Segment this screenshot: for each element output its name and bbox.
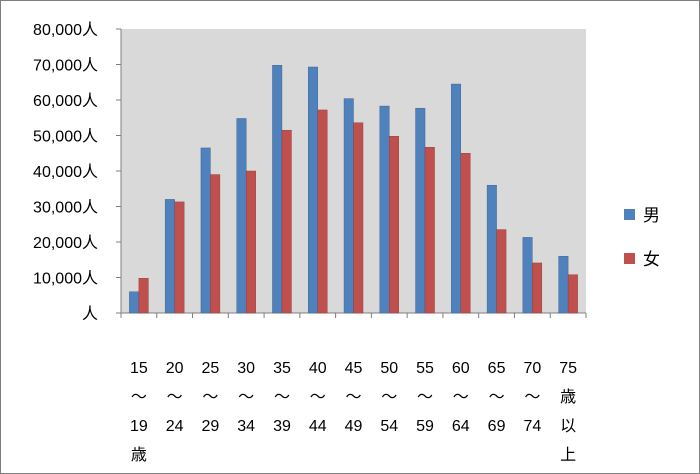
bar-female [210,174,221,314]
x-category-label: ～ [310,389,326,406]
x-category-label: ～ [167,389,183,406]
x-category-label: 35 [273,360,291,377]
x-category-label: ～ [202,389,218,406]
x-category-label: 44 [309,418,327,435]
legend-swatch [624,253,635,264]
y-tick-label: 10,000人 [33,270,98,288]
legend-label: 男 [643,206,660,225]
x-category-label: 24 [166,418,184,435]
bar-male [200,147,211,314]
bar-male [522,237,533,314]
bar-male [379,105,390,314]
bar-male [308,66,318,314]
y-tick-label: 60,000人 [33,92,98,110]
bar-male [451,83,462,314]
legend-label: 女 [643,250,660,269]
bar-female [389,136,399,314]
bar-male [272,65,283,314]
y-tick-label: 40,000人 [33,163,98,181]
x-category-label: 34 [237,418,255,435]
bar-female [532,262,543,314]
x-category-label: 60 [452,360,470,377]
bar-male [236,118,247,314]
x-category-label: 54 [380,418,398,435]
bar-male [129,291,140,314]
x-category-label: 19 [130,418,148,435]
bar-female [174,201,185,314]
bar-female [424,147,435,314]
x-category-label: 55 [416,360,434,377]
bar-female [317,109,328,314]
x-category-label: ～ [453,389,469,406]
y-tick-label: 70,000人 [33,57,98,75]
x-category-label: ～ [489,389,505,406]
x-category-label: ～ [238,389,254,406]
x-category-label: 歳 [560,388,576,406]
bar-male [164,199,175,314]
x-category-label: 30 [237,360,255,377]
bar-female [281,129,292,314]
x-category-label: 以 [560,418,576,435]
bar-female [353,122,364,314]
x-category-label: 50 [380,360,398,377]
y-tick-label: 20,000人 [33,234,98,252]
x-category-label: 29 [202,418,220,435]
legend-swatch [624,209,635,220]
x-category-label: 65 [488,360,506,377]
x-category-label: 39 [273,418,291,435]
x-category-label: 40 [309,360,327,377]
bar-female [567,274,578,314]
x-category-label: 25 [202,360,220,377]
bar-female [138,278,149,314]
bar-male [486,184,497,314]
x-category-label: ～ [131,389,147,406]
x-category-label: 45 [345,360,363,377]
y-tick-label: 50,000人 [33,128,98,146]
x-category-label: 74 [523,418,541,435]
bar-male [415,107,426,314]
x-category-label: 上 [560,446,576,464]
x-category-label: 49 [345,418,363,435]
x-category-label: ～ [274,389,290,406]
x-category-label: 75 [559,360,577,377]
bar-male [558,256,569,314]
y-tick-label: 80,000人 [33,21,98,39]
x-category-label: 59 [416,418,434,435]
x-category-label: 15 [130,360,148,377]
bar-female [496,229,507,314]
x-category-label: 歳 [131,446,147,464]
x-category-label: ～ [524,389,540,406]
x-category-label: ～ [345,389,361,406]
x-category-label: 64 [452,418,470,435]
x-category-label: 20 [166,360,184,377]
x-category-label: 70 [523,360,541,377]
x-category-label: 69 [488,418,506,435]
bar-male [343,98,354,314]
y-tick-label: 30,000人 [33,199,98,217]
bar-female [245,170,256,314]
x-category-label: ～ [417,389,433,406]
y-tick-label: 人 [82,305,98,323]
x-category-label: ～ [381,389,397,406]
bar-female [460,153,471,314]
